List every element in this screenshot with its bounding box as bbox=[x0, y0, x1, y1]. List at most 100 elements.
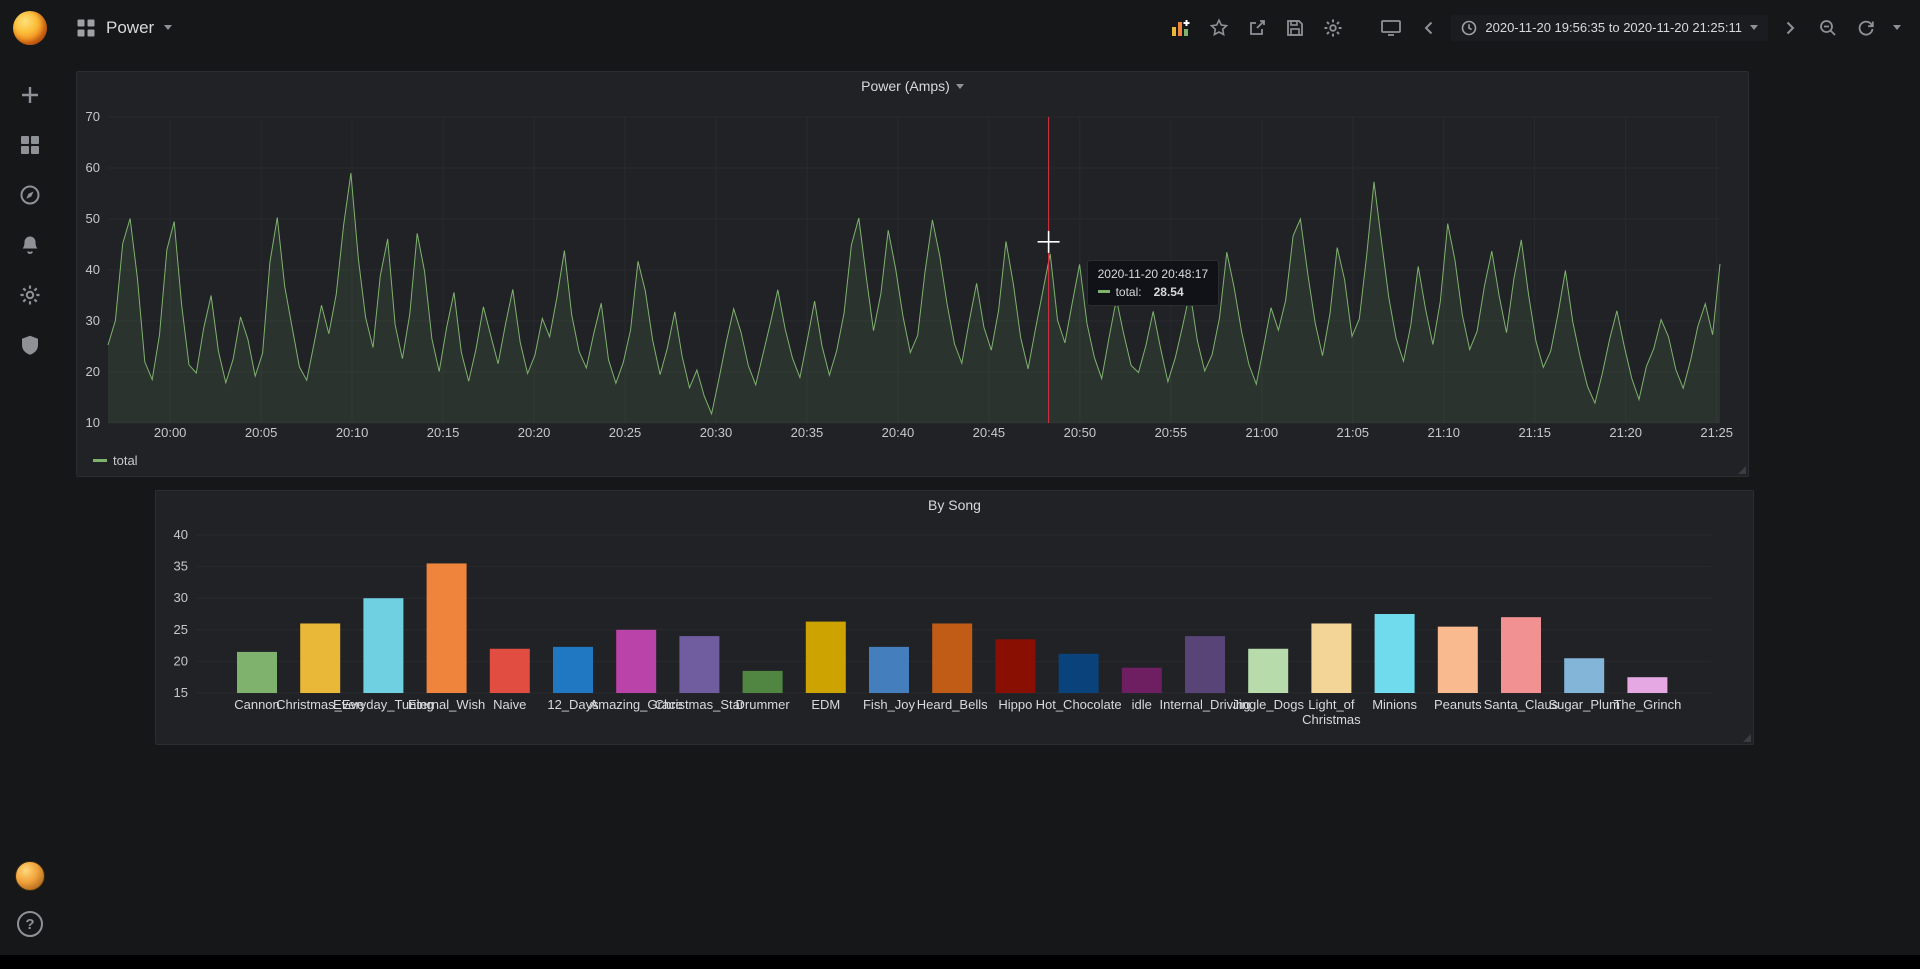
song-label: Light_of Christmas bbox=[1302, 697, 1361, 727]
share-dashboard-button[interactable] bbox=[1241, 13, 1273, 43]
legend-series-label[interactable]: total bbox=[113, 452, 138, 468]
svg-text:50: 50 bbox=[86, 211, 100, 226]
song-bar[interactable] bbox=[679, 636, 720, 693]
bell-icon bbox=[22, 236, 38, 254]
cycle-view-mode-button[interactable] bbox=[1375, 13, 1407, 43]
dashboards-menu-item[interactable] bbox=[18, 133, 42, 157]
song-label: Hot_Chocolate bbox=[1036, 697, 1122, 712]
dashboard-squares-icon bbox=[77, 19, 95, 36]
svg-text:21:25: 21:25 bbox=[1700, 425, 1733, 440]
create-menu-item[interactable] bbox=[18, 83, 42, 107]
help-icon[interactable]: ? bbox=[17, 911, 43, 937]
grafana-logo[interactable] bbox=[0, 0, 60, 55]
song-label: Christmas_Star bbox=[655, 697, 745, 712]
song-bar[interactable] bbox=[1121, 667, 1162, 693]
song-label: Eternal_Wish bbox=[408, 697, 485, 712]
svg-text:20:40: 20:40 bbox=[882, 425, 915, 440]
song-bar[interactable] bbox=[1311, 623, 1352, 693]
top-navbar: Power bbox=[60, 0, 1920, 55]
song-bar[interactable] bbox=[616, 629, 657, 693]
svg-text:20:50: 20:50 bbox=[1064, 425, 1097, 440]
song-label: Minions bbox=[1372, 697, 1417, 712]
dashboard-settings-button[interactable] bbox=[1317, 13, 1349, 43]
svg-text:21:10: 21:10 bbox=[1427, 425, 1460, 440]
power-amps-panel: Power (Amps) 10 20 30 40 50 60 70 20:00 20:05 20:… bbox=[76, 71, 1749, 477]
dashboard-title-button[interactable]: Power bbox=[76, 18, 173, 38]
song-bar[interactable] bbox=[1248, 648, 1289, 693]
legend-series-swatch bbox=[93, 458, 107, 462]
song-bar[interactable] bbox=[805, 621, 846, 693]
song-bar[interactable] bbox=[1437, 626, 1478, 693]
dashboards-grid-icon bbox=[21, 136, 39, 154]
svg-text:25: 25 bbox=[174, 622, 188, 637]
panel-resize-handle[interactable] bbox=[1743, 734, 1751, 742]
zoom-out-icon bbox=[1820, 19, 1836, 36]
star-dashboard-button[interactable] bbox=[1203, 13, 1235, 43]
svg-text:20: 20 bbox=[174, 653, 188, 668]
svg-text:20:45: 20:45 bbox=[973, 425, 1006, 440]
song-bar[interactable] bbox=[300, 623, 341, 693]
zoom-out-button[interactable] bbox=[1812, 13, 1844, 43]
chevron-down-icon bbox=[1893, 25, 1901, 30]
svg-text:20:35: 20:35 bbox=[791, 425, 824, 440]
song-bar[interactable] bbox=[932, 623, 973, 693]
power-panel-title: Power (Amps) bbox=[861, 78, 950, 94]
add-panel-button[interactable] bbox=[1165, 13, 1197, 43]
clock-icon bbox=[1462, 20, 1477, 35]
song-bar[interactable] bbox=[1564, 658, 1605, 693]
song-label: 12_Days bbox=[547, 697, 599, 712]
song-bar[interactable] bbox=[1627, 677, 1668, 693]
power-legend: total bbox=[77, 448, 1748, 472]
gear-icon bbox=[20, 285, 40, 305]
song-bar[interactable] bbox=[1185, 636, 1225, 693]
user-avatar[interactable] bbox=[15, 861, 45, 891]
song-bar[interactable] bbox=[237, 651, 277, 693]
power-panel-header[interactable]: Power (Amps) bbox=[77, 72, 1748, 100]
song-label: Internal_Driving bbox=[1159, 697, 1250, 712]
song-bar[interactable] bbox=[363, 598, 404, 693]
song-label: idle bbox=[1132, 697, 1152, 712]
svg-text:60: 60 bbox=[86, 160, 100, 175]
song-chart[interactable]: 15 20 25 30 35 40 CannonChristmas_EveEveryday_… bbox=[156, 519, 1755, 746]
svg-text:20:15: 20:15 bbox=[427, 425, 460, 440]
svg-text:20:30: 20:30 bbox=[700, 425, 733, 440]
time-range-forward-button[interactable] bbox=[1774, 13, 1806, 43]
song-bar[interactable] bbox=[869, 646, 909, 693]
configuration-menu-item[interactable] bbox=[18, 283, 42, 307]
panel-resize-handle[interactable] bbox=[1738, 466, 1746, 474]
chevron-right-icon bbox=[1786, 21, 1795, 34]
shield-icon bbox=[22, 335, 38, 355]
panel-menu-caret-icon bbox=[955, 83, 964, 89]
song-panel-title: By Song bbox=[928, 497, 981, 513]
time-range-picker[interactable]: 2020-11-20 19:56:35 to 2020-11-20 21:25:… bbox=[1451, 14, 1768, 41]
server-admin-menu-item[interactable] bbox=[18, 333, 42, 357]
by-song-panel: By Song 15 20 25 30 35 40 Cannon Christmas_Eve E… bbox=[155, 490, 1754, 745]
song-bar[interactable] bbox=[1058, 653, 1099, 693]
refresh-button[interactable] bbox=[1850, 13, 1882, 43]
song-label: Heard_Bells bbox=[917, 697, 988, 712]
compass-icon bbox=[20, 185, 40, 205]
song-bar[interactable] bbox=[553, 646, 593, 693]
song-bar[interactable] bbox=[426, 563, 467, 693]
chevron-left-icon bbox=[1424, 21, 1433, 34]
monitor-icon bbox=[1381, 19, 1402, 36]
song-bar[interactable] bbox=[995, 639, 1036, 693]
save-dashboard-button[interactable] bbox=[1279, 13, 1311, 43]
power-chart[interactable]: 10 20 30 40 50 60 70 20:00 20:05 20:10 20:15 20:20 2… bbox=[77, 100, 1750, 448]
dashboard-canvas: Power (Amps) 10 20 30 40 50 60 70 20:00 20:05 20:… bbox=[60, 55, 1920, 955]
song-bar[interactable] bbox=[489, 648, 530, 693]
svg-text:15: 15 bbox=[174, 685, 188, 700]
song-bar[interactable] bbox=[742, 670, 783, 693]
explore-menu-item[interactable] bbox=[18, 183, 42, 207]
time-range-back-button[interactable] bbox=[1413, 13, 1445, 43]
svg-text:21:15: 21:15 bbox=[1518, 425, 1551, 440]
alerting-menu-item[interactable] bbox=[18, 233, 42, 257]
refresh-interval-dropdown[interactable] bbox=[1888, 13, 1906, 43]
song-panel-header[interactable]: By Song bbox=[156, 491, 1753, 519]
song-label: Jingle_Dogs bbox=[1232, 697, 1304, 712]
svg-text:40: 40 bbox=[86, 262, 100, 277]
song-bar[interactable] bbox=[1501, 617, 1541, 693]
svg-text:70: 70 bbox=[86, 109, 100, 124]
settings-gear-icon bbox=[1324, 19, 1342, 36]
song-bar[interactable] bbox=[1374, 614, 1415, 693]
